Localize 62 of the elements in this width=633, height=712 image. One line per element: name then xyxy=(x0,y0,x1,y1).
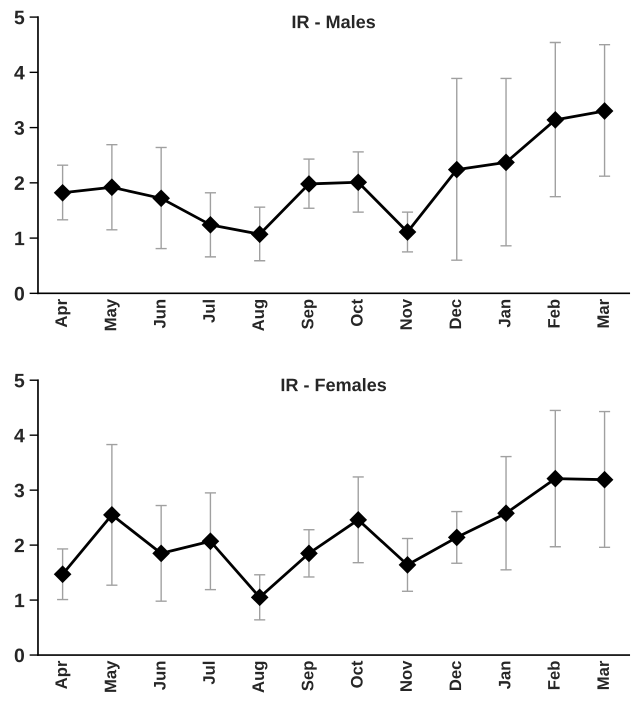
point xyxy=(596,102,614,120)
point xyxy=(596,471,614,488)
x-tick-label: Mar xyxy=(597,299,610,328)
y-tick-label: 5 xyxy=(14,374,24,388)
x-tick-label: May xyxy=(104,298,120,330)
point xyxy=(448,528,466,546)
y-tick-label: 3 xyxy=(14,484,24,498)
x-tick-label: Aug xyxy=(252,300,268,331)
point xyxy=(300,175,318,192)
x-tick-label: Oct xyxy=(350,660,363,688)
point xyxy=(251,588,268,606)
point xyxy=(546,111,564,128)
x-tick-label: Jul xyxy=(202,662,215,684)
x-tick-label: Feb xyxy=(548,661,560,690)
x-tick-label: Jun xyxy=(154,300,166,328)
point xyxy=(350,511,367,528)
x-tick-label: Dec xyxy=(450,299,462,328)
x-tick-label: Feb xyxy=(548,300,560,328)
chart-title: IR - Males xyxy=(292,15,375,28)
x-tick-label: May xyxy=(104,660,120,692)
x-tick-label: Dec xyxy=(450,661,462,690)
y-tick-label: 2 xyxy=(14,176,24,190)
point xyxy=(54,566,72,583)
y-tick-label: 1 xyxy=(15,232,24,246)
y-tick-label: 5 xyxy=(14,10,24,24)
y-tick-label: 3 xyxy=(14,121,24,135)
x-tick-label: Apr xyxy=(55,299,70,328)
point xyxy=(202,216,219,234)
x-tick-label: Jan xyxy=(498,662,511,690)
point xyxy=(103,178,120,196)
x-tick-label: Jul xyxy=(202,300,215,323)
x-tick-label: Apr xyxy=(55,660,70,689)
point xyxy=(546,470,564,488)
point xyxy=(448,161,466,178)
point xyxy=(300,544,318,562)
x-tick-label: Oct xyxy=(350,299,363,326)
y-tick-label: 2 xyxy=(14,538,24,552)
point xyxy=(497,154,515,171)
x-tick-label: Nov xyxy=(400,660,412,691)
x-tick-label: Mar xyxy=(597,660,610,690)
y-tick-label: 1 xyxy=(15,594,24,608)
x-tick-label: Aug xyxy=(252,662,268,693)
point xyxy=(152,544,170,562)
x-tick-label: Sep xyxy=(302,300,317,329)
x-tick-label: Sep xyxy=(302,661,317,691)
chart-title: IR - Females xyxy=(282,378,386,392)
x-tick-label: Jun xyxy=(154,662,166,690)
point xyxy=(202,532,219,550)
point xyxy=(350,174,367,191)
y-tick-label: 0 xyxy=(14,648,24,662)
point xyxy=(152,190,170,207)
point xyxy=(103,506,120,524)
y-tick-label: 4 xyxy=(14,428,25,442)
x-tick-label: Jan xyxy=(498,300,511,328)
point xyxy=(398,556,416,574)
point xyxy=(497,504,515,522)
y-tick-label: 4 xyxy=(14,66,25,80)
point xyxy=(398,223,416,241)
point xyxy=(54,184,72,202)
y-tick-label: 0 xyxy=(14,286,24,301)
point xyxy=(251,226,268,243)
x-tick-label: Nov xyxy=(400,298,412,330)
